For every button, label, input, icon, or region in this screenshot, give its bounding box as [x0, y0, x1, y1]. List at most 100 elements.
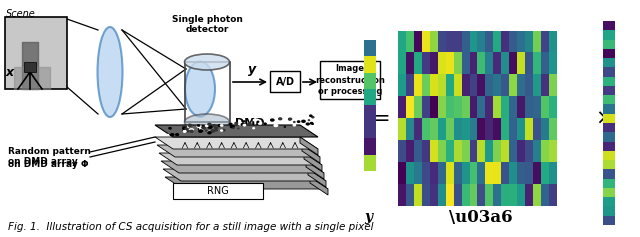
Ellipse shape	[182, 125, 186, 127]
Text: A/D: A/D	[275, 77, 294, 87]
Text: on DMD array Φ: on DMD array Φ	[8, 160, 88, 169]
Polygon shape	[163, 169, 326, 181]
Ellipse shape	[208, 126, 212, 128]
Ellipse shape	[97, 27, 122, 117]
Text: =: =	[373, 109, 391, 129]
Text: RNG: RNG	[207, 186, 229, 196]
Ellipse shape	[238, 128, 239, 129]
Ellipse shape	[243, 121, 245, 122]
Ellipse shape	[190, 130, 193, 132]
Polygon shape	[310, 177, 328, 195]
Text: x: x	[6, 66, 14, 79]
Ellipse shape	[218, 125, 221, 127]
Ellipse shape	[189, 129, 193, 131]
Ellipse shape	[169, 128, 171, 129]
Ellipse shape	[197, 125, 201, 128]
Ellipse shape	[259, 122, 262, 124]
Ellipse shape	[183, 130, 185, 132]
Text: x: x	[606, 210, 614, 224]
Ellipse shape	[230, 125, 234, 128]
Ellipse shape	[310, 123, 313, 124]
Ellipse shape	[198, 128, 202, 130]
Ellipse shape	[293, 124, 296, 126]
Text: y: y	[248, 63, 256, 76]
Polygon shape	[161, 161, 324, 173]
Ellipse shape	[184, 130, 188, 132]
Ellipse shape	[278, 118, 282, 120]
Ellipse shape	[274, 124, 278, 127]
Ellipse shape	[310, 119, 312, 120]
Text: Random pattern
on DMD array: Random pattern on DMD array	[8, 147, 91, 166]
Ellipse shape	[215, 130, 217, 131]
Ellipse shape	[305, 117, 307, 118]
Polygon shape	[300, 137, 318, 155]
Ellipse shape	[307, 123, 309, 125]
Ellipse shape	[221, 130, 223, 131]
Ellipse shape	[176, 134, 179, 136]
Bar	[173, 183, 263, 199]
Ellipse shape	[264, 123, 266, 124]
Ellipse shape	[236, 124, 239, 126]
Ellipse shape	[208, 131, 211, 133]
Ellipse shape	[198, 125, 200, 126]
Text: Fig. 1.  Illustration of CS acquisition for a still image with a single pixel: Fig. 1. Illustration of CS acquisition f…	[8, 222, 374, 232]
Ellipse shape	[205, 125, 208, 127]
Polygon shape	[165, 177, 328, 189]
Text: \u03a6: \u03a6	[449, 209, 513, 225]
Bar	[185, 62, 230, 122]
Ellipse shape	[312, 117, 314, 118]
Ellipse shape	[289, 118, 292, 120]
Ellipse shape	[214, 130, 215, 131]
Polygon shape	[157, 145, 320, 157]
Ellipse shape	[238, 123, 243, 125]
Ellipse shape	[183, 131, 186, 132]
Ellipse shape	[220, 125, 223, 126]
Bar	[270, 71, 300, 92]
Polygon shape	[155, 125, 318, 137]
Text: Image
reconstruction
or processing: Image reconstruction or processing	[315, 64, 385, 96]
Ellipse shape	[188, 124, 191, 126]
Ellipse shape	[202, 126, 205, 128]
Ellipse shape	[208, 132, 211, 134]
Ellipse shape	[211, 130, 215, 132]
Ellipse shape	[199, 131, 201, 132]
Polygon shape	[155, 137, 318, 149]
Ellipse shape	[259, 123, 262, 125]
Text: DMD: DMD	[236, 118, 265, 128]
Ellipse shape	[211, 125, 213, 127]
Ellipse shape	[202, 127, 205, 129]
Ellipse shape	[187, 131, 189, 132]
Ellipse shape	[184, 114, 230, 130]
Ellipse shape	[255, 119, 259, 122]
Text: Scene: Scene	[6, 9, 36, 19]
Ellipse shape	[200, 128, 203, 130]
Ellipse shape	[213, 125, 216, 126]
Ellipse shape	[241, 123, 244, 125]
Ellipse shape	[185, 61, 215, 117]
Ellipse shape	[171, 134, 174, 136]
Ellipse shape	[289, 119, 291, 120]
Ellipse shape	[186, 126, 189, 128]
Ellipse shape	[298, 121, 300, 122]
Ellipse shape	[253, 128, 255, 129]
Ellipse shape	[205, 130, 207, 131]
Ellipse shape	[248, 123, 251, 125]
Polygon shape	[306, 161, 324, 179]
Ellipse shape	[222, 129, 225, 131]
Ellipse shape	[200, 128, 202, 130]
Ellipse shape	[185, 128, 188, 129]
Ellipse shape	[214, 127, 218, 129]
Ellipse shape	[271, 119, 274, 121]
Ellipse shape	[253, 119, 255, 121]
Text: ×: ×	[595, 109, 612, 129]
Ellipse shape	[257, 121, 259, 122]
Ellipse shape	[235, 123, 237, 124]
Bar	[24, 62, 36, 72]
Ellipse shape	[243, 124, 246, 126]
Ellipse shape	[282, 121, 284, 123]
Text: Single photon
detector: Single photon detector	[172, 15, 243, 34]
Ellipse shape	[184, 54, 230, 70]
Text: y: y	[364, 210, 372, 224]
Polygon shape	[304, 153, 322, 171]
Ellipse shape	[230, 123, 232, 125]
